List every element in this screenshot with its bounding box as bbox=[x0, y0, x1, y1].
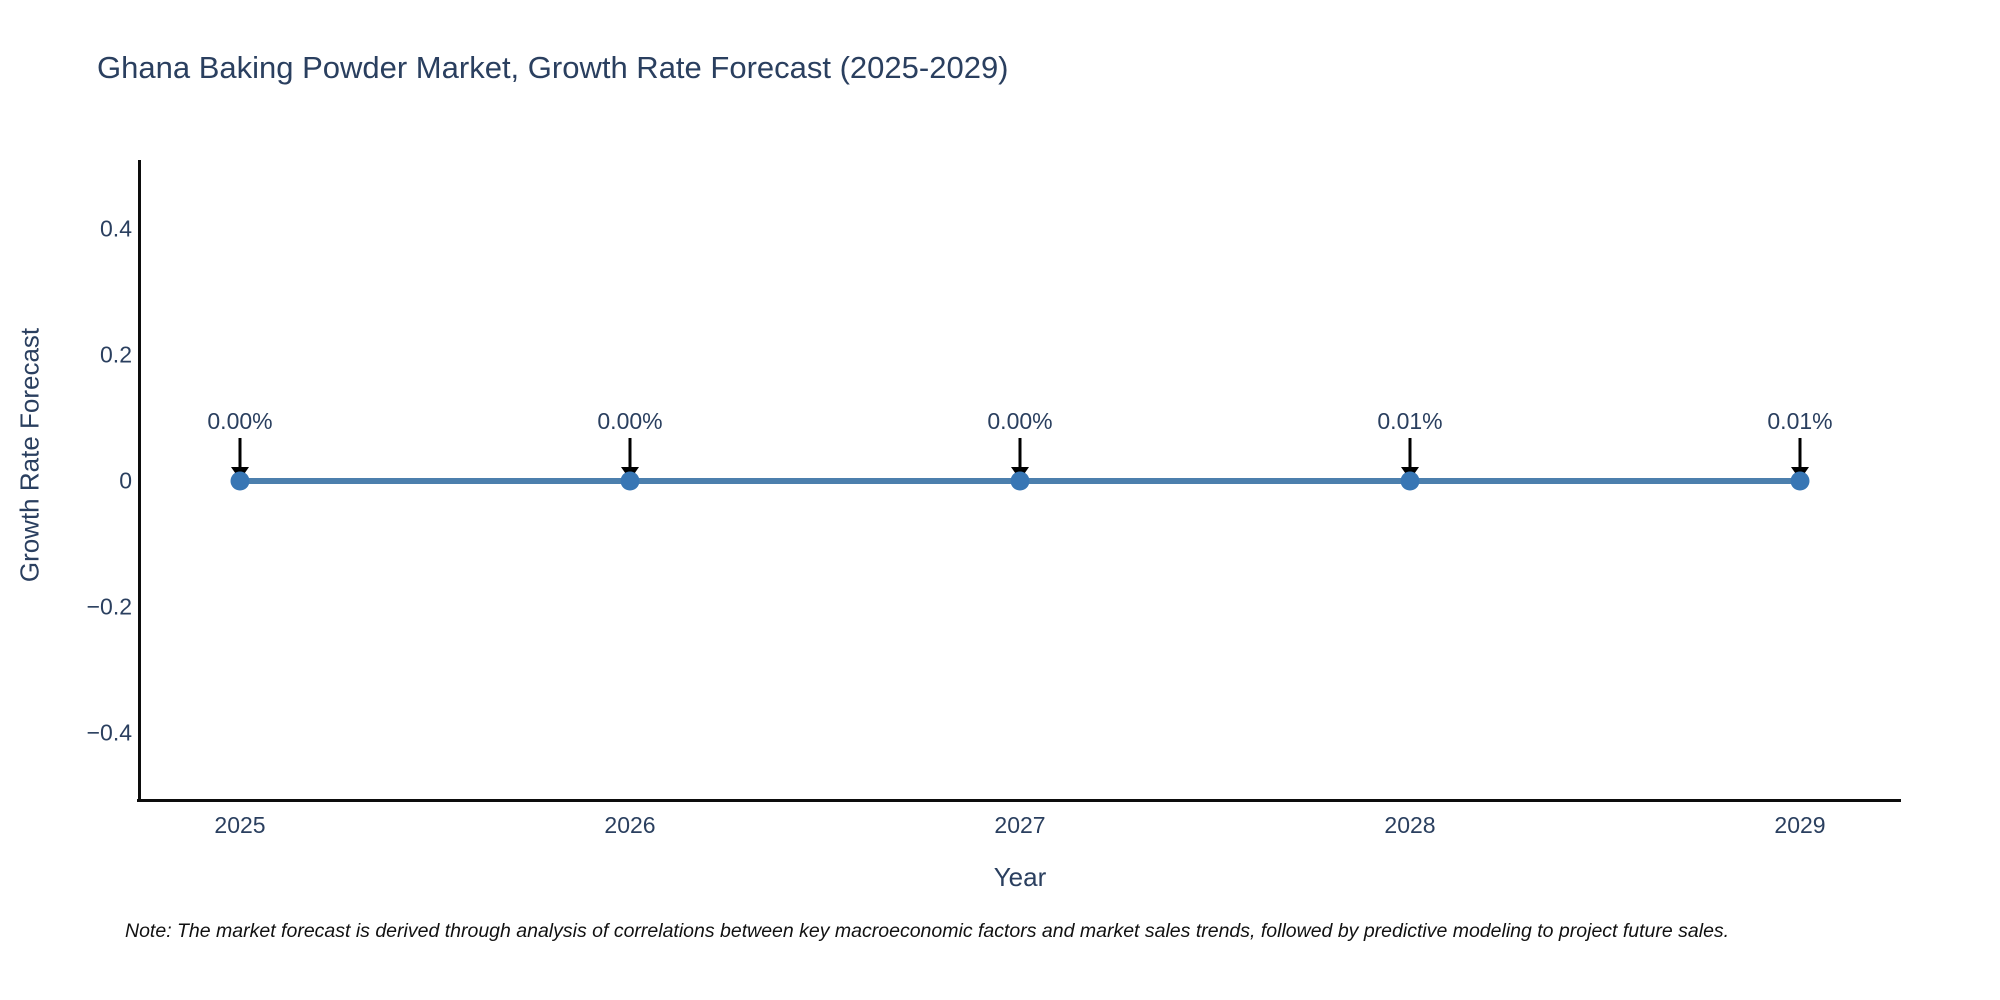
x-tick-label: 2025 bbox=[214, 812, 266, 838]
series-line-segment bbox=[1020, 477, 1410, 484]
y-tick-label: 0.4 bbox=[100, 215, 132, 242]
annotation-label: 0.00% bbox=[597, 408, 663, 434]
annotation-label: 0.01% bbox=[1377, 408, 1443, 434]
annotation-label: 0.00% bbox=[207, 408, 273, 434]
annotation-arrow-stem bbox=[1798, 438, 1802, 468]
series-line-segment bbox=[240, 478, 630, 484]
annotation-arrow-stem bbox=[1408, 438, 1412, 468]
x-tick-label: 2027 bbox=[994, 812, 1046, 838]
x-tick-label: 2028 bbox=[1384, 812, 1436, 838]
x-tick-label: 2026 bbox=[604, 812, 656, 838]
annotation-arrow-stem bbox=[238, 438, 242, 468]
y-tick-label: −0.4 bbox=[86, 719, 132, 746]
data-point-2025[interactable] bbox=[230, 471, 250, 491]
annotation-arrow-stem bbox=[628, 438, 632, 468]
annotation-label: 0.01% bbox=[1767, 408, 1833, 434]
series-line-segment bbox=[630, 478, 1020, 484]
data-point-2029[interactable] bbox=[1790, 471, 1810, 491]
chart-title: Ghana Baking Powder Market, Growth Rate … bbox=[97, 50, 1009, 85]
x-tick-label: 2029 bbox=[1774, 812, 1826, 838]
annotation-label: 0.00% bbox=[987, 408, 1053, 434]
y-tick-label: 0.2 bbox=[100, 341, 132, 368]
y-tick-label: 0 bbox=[119, 467, 132, 494]
x-axis-line bbox=[137, 799, 1901, 802]
data-point-2027[interactable] bbox=[1010, 471, 1030, 491]
y-tick-label: −0.2 bbox=[86, 593, 132, 620]
data-point-2026[interactable] bbox=[620, 471, 640, 491]
data-point-2028[interactable] bbox=[1400, 471, 1420, 491]
y-axis-line bbox=[138, 160, 141, 802]
annotation-arrow-stem bbox=[1018, 438, 1022, 468]
x-axis-title: Year bbox=[993, 862, 1047, 892]
footnote: Note: The market forecast is derived thr… bbox=[125, 920, 1730, 942]
series-line-segment bbox=[1410, 477, 1800, 484]
